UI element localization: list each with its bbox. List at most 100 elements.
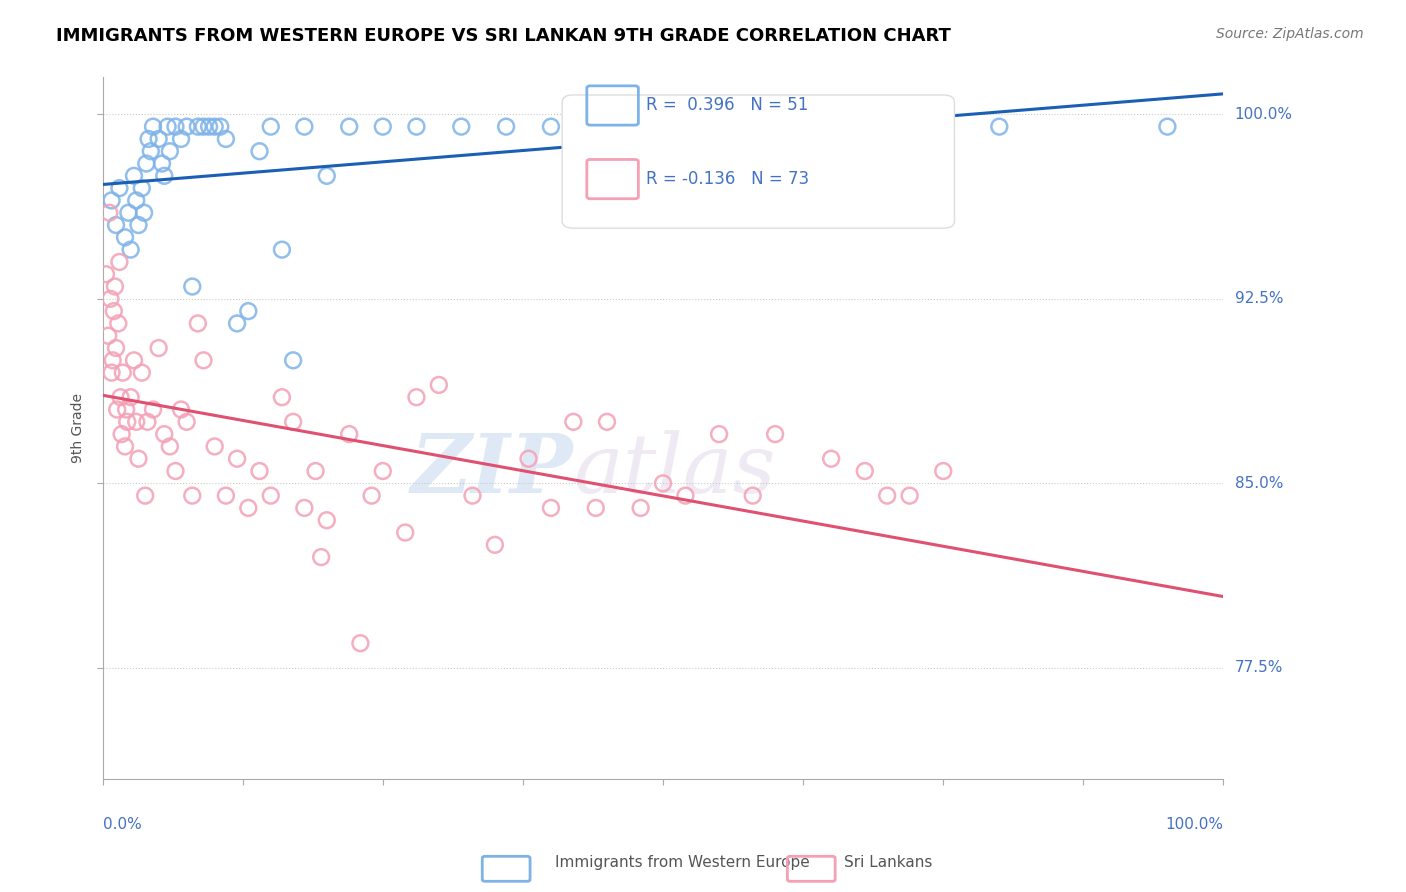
Point bbox=[114, 230, 136, 244]
Point bbox=[117, 205, 139, 219]
Point bbox=[763, 120, 786, 134]
Point bbox=[105, 218, 128, 232]
Point bbox=[309, 550, 332, 565]
Point bbox=[596, 415, 619, 429]
Point bbox=[176, 120, 198, 134]
Point bbox=[675, 489, 697, 503]
Point bbox=[405, 390, 427, 404]
Point bbox=[114, 439, 136, 453]
Point bbox=[120, 243, 142, 257]
Text: 77.5%: 77.5% bbox=[1234, 660, 1282, 675]
Point bbox=[108, 181, 131, 195]
Point bbox=[495, 120, 517, 134]
Point bbox=[125, 415, 148, 429]
Point bbox=[988, 120, 1011, 134]
Point bbox=[562, 415, 585, 429]
Point bbox=[360, 489, 382, 503]
Point bbox=[450, 120, 472, 134]
Point bbox=[134, 489, 156, 503]
Point bbox=[105, 341, 128, 355]
Point bbox=[249, 145, 271, 159]
Point bbox=[159, 145, 181, 159]
Point bbox=[142, 402, 165, 417]
Point bbox=[238, 500, 260, 515]
Point bbox=[131, 181, 153, 195]
Point bbox=[108, 255, 131, 269]
Point bbox=[136, 415, 159, 429]
Point bbox=[125, 194, 148, 208]
Point bbox=[97, 328, 120, 343]
Point bbox=[127, 218, 149, 232]
Point bbox=[170, 132, 193, 146]
Point bbox=[304, 464, 326, 478]
Point bbox=[281, 353, 304, 368]
Point bbox=[209, 120, 232, 134]
Point bbox=[517, 451, 540, 466]
Point bbox=[159, 439, 181, 453]
Point bbox=[122, 353, 145, 368]
Point bbox=[105, 402, 128, 417]
Point bbox=[127, 451, 149, 466]
Point bbox=[110, 390, 132, 404]
Point bbox=[204, 439, 226, 453]
Text: IMMIGRANTS FROM WESTERN EUROPE VS SRI LANKAN 9TH GRADE CORRELATION CHART: IMMIGRANTS FROM WESTERN EUROPE VS SRI LA… bbox=[56, 27, 950, 45]
Point bbox=[630, 500, 652, 515]
Point bbox=[652, 476, 675, 491]
Point bbox=[260, 489, 283, 503]
Text: 100.0%: 100.0% bbox=[1234, 107, 1292, 122]
Text: R = -0.136   N = 73: R = -0.136 N = 73 bbox=[647, 170, 810, 188]
Point bbox=[226, 317, 249, 331]
Point bbox=[371, 120, 394, 134]
Point bbox=[215, 489, 238, 503]
Point bbox=[763, 427, 786, 442]
Y-axis label: 9th Grade: 9th Grade bbox=[72, 393, 86, 463]
Point bbox=[103, 304, 125, 318]
Point bbox=[741, 489, 763, 503]
Point bbox=[198, 120, 221, 134]
Point bbox=[596, 120, 619, 134]
Text: R =  0.396   N = 51: R = 0.396 N = 51 bbox=[647, 96, 808, 114]
Point bbox=[820, 451, 842, 466]
Point bbox=[281, 415, 304, 429]
Point bbox=[153, 169, 176, 183]
Point bbox=[707, 120, 730, 134]
Point bbox=[898, 489, 921, 503]
Point bbox=[461, 489, 484, 503]
Point bbox=[652, 120, 675, 134]
Point bbox=[135, 156, 157, 170]
Point bbox=[176, 415, 198, 429]
Text: 100.0%: 100.0% bbox=[1166, 817, 1223, 832]
Point bbox=[315, 169, 337, 183]
Point bbox=[165, 464, 187, 478]
Point bbox=[292, 120, 315, 134]
Point bbox=[271, 390, 294, 404]
Point bbox=[181, 279, 204, 293]
Point bbox=[394, 525, 416, 540]
Point bbox=[187, 120, 209, 134]
Point bbox=[658, 784, 681, 798]
Text: atlas: atlas bbox=[574, 430, 776, 510]
Point bbox=[120, 390, 142, 404]
Point bbox=[853, 464, 876, 478]
Point bbox=[876, 489, 898, 503]
Point bbox=[139, 145, 162, 159]
FancyBboxPatch shape bbox=[562, 95, 955, 228]
Point bbox=[181, 489, 204, 503]
Point bbox=[132, 205, 155, 219]
Point bbox=[117, 415, 139, 429]
Point bbox=[484, 538, 506, 552]
Point bbox=[100, 194, 122, 208]
Point bbox=[707, 427, 730, 442]
Point bbox=[153, 427, 176, 442]
Point bbox=[238, 304, 260, 318]
Point bbox=[131, 366, 153, 380]
Point bbox=[249, 464, 271, 478]
Point bbox=[94, 267, 117, 281]
Point bbox=[204, 120, 226, 134]
Point bbox=[349, 636, 371, 650]
Point bbox=[100, 292, 122, 306]
Point bbox=[142, 120, 165, 134]
Point bbox=[292, 500, 315, 515]
Point bbox=[165, 120, 187, 134]
Point bbox=[371, 464, 394, 478]
